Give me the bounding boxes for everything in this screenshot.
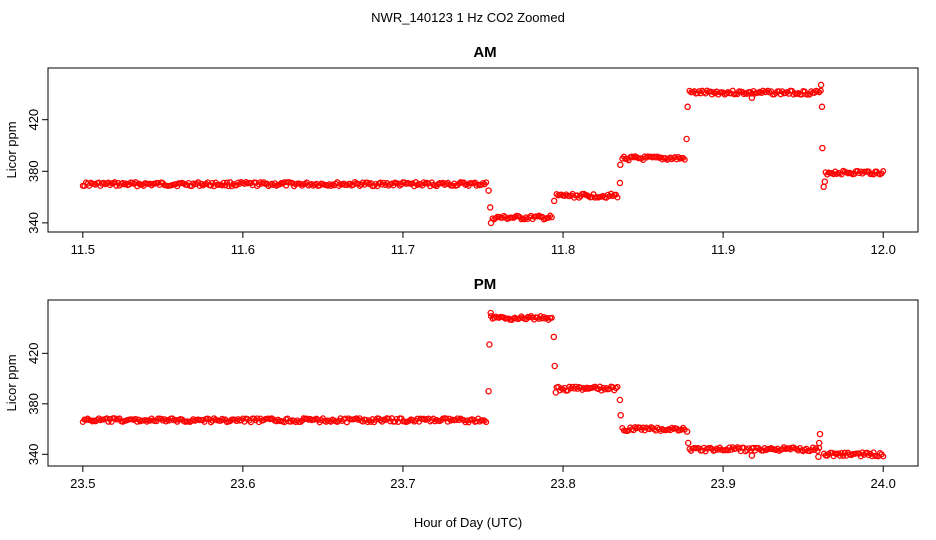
pm-data-point [552,389,560,396]
am-data-point [820,183,827,191]
figure-title: NWR_140123 1 Hz CO2 Zoomed [371,10,565,25]
am-y-tick-label: 380 [26,160,41,182]
pm-data-point-segment-0 [444,418,451,425]
pm-plot-frame [47,299,919,467]
pm-data-point [684,439,692,447]
pm-data-point-segment-2 [566,383,573,390]
pm-data-point [550,333,558,341]
am-data-point [550,197,558,205]
pm-y-tick-label: 420 [26,342,41,364]
am-data-point-segment-3 [625,157,632,164]
pm-data-point [683,428,691,435]
am-data-point [617,161,624,169]
pm-data-point-segment-5 [880,453,887,460]
pm-data-point [815,439,823,447]
am-panel-title: AM [473,44,496,61]
pm-data-points [79,309,887,461]
am-data-point [821,178,829,185]
am-data-point [485,187,492,194]
am-data-point [616,179,624,187]
am-data-point-segment-0 [260,179,267,186]
pm-data-point [815,453,822,461]
am-data-point-segment-2 [614,194,621,201]
pm-data-point-segment-4 [814,447,821,455]
pm-y-tick-label: 340 [26,443,41,465]
pm-x-tick-label: 23.5 [70,476,95,491]
pm-data-point [486,341,493,348]
am-x-tick-label: 11.7 [391,242,415,257]
pm-data-point-segment-5 [840,452,847,459]
am-data-point-segment-4 [801,88,808,95]
am-data-point [748,94,756,102]
pm-panel: PM Licor ppm 23.5 23.6 23.7 23.8 23.9 24.0 340… [4,276,919,491]
am-data-point-segment-4 [776,88,783,95]
pm-data-point [485,387,492,395]
pm-data-point [617,411,624,419]
pm-data-point-segment-0 [201,418,208,425]
am-data-point-segment-0 [254,183,261,190]
am-data-point [486,204,494,211]
am-x-tick-label: 11.8 [551,242,575,257]
pm-x-tick-label: 23.6 [230,476,255,491]
am-x-tick-label: 11.5 [71,242,95,257]
am-data-points [79,81,887,227]
pm-x-tick-label: 23.8 [550,476,575,491]
am-y-tick-label: 340 [26,212,41,234]
pm-y-axis-label: Licor ppm [4,354,19,411]
pm-data-point-segment-1 [540,313,547,321]
am-data-point-segment-1 [548,214,555,221]
am-plot-frame [47,67,919,233]
am-data-point-segment-3 [681,156,688,163]
pm-data-point-segment-0 [251,415,258,422]
pm-data-point [816,430,824,438]
pm-y-tick-label: 380 [26,393,41,415]
am-x-tick-label: 11.6 [231,242,255,257]
x-axis-label: Hour of Day (UTC) [414,515,522,530]
pm-data-point-segment-2 [614,383,621,390]
am-data-point [684,103,691,111]
pm-data-point-segment-1 [548,314,555,321]
pm-x-tick-label: 23.7 [390,476,415,491]
am-data-point [683,135,690,143]
pm-data-point-segment-0 [483,419,490,426]
am-data-point-segment-0 [483,179,490,186]
pm-x-tick-label: 23.9 [710,476,735,491]
am-data-point-segment-5 [880,168,887,175]
pm-panel-title: PM [474,276,497,293]
pm-data-point [551,362,558,370]
am-data-point [487,219,495,227]
am-data-point-segment-0 [454,182,461,189]
am-data-point-segment-4 [816,89,823,96]
pm-axis-ticks: 23.5 23.6 23.7 23.8 23.9 24.0 340 380 420 [26,342,896,491]
am-data-point [818,103,826,111]
am-data-point-segment-4 [817,87,824,94]
am-panel: AM Licor ppm 11.5 11.6 11.7 11.8 11.9 12.0 340… [4,44,919,257]
pm-data-point-segment-0 [398,415,405,422]
pm-data-point-segment-0 [462,419,469,426]
am-y-axis-label: Licor ppm [4,121,19,178]
am-x-tick-label: 11.9 [711,242,735,257]
pm-x-tick-label: 24.0 [871,476,896,491]
am-data-point [819,144,826,152]
am-y-tick-label: 420 [26,109,41,131]
am-data-point-segment-2 [575,194,583,201]
am-data-point [817,81,825,89]
pm-data-point [616,396,624,404]
pm-data-point-segment-4 [712,447,719,454]
am-x-tick-label: 12.0 [871,242,896,257]
am-axis-ticks: 11.5 11.6 11.7 11.8 11.9 12.0 340 380 420 [26,109,896,257]
pm-data-point-segment-0 [366,417,373,424]
pm-data-point [487,309,494,317]
pm-data-point [748,452,756,459]
